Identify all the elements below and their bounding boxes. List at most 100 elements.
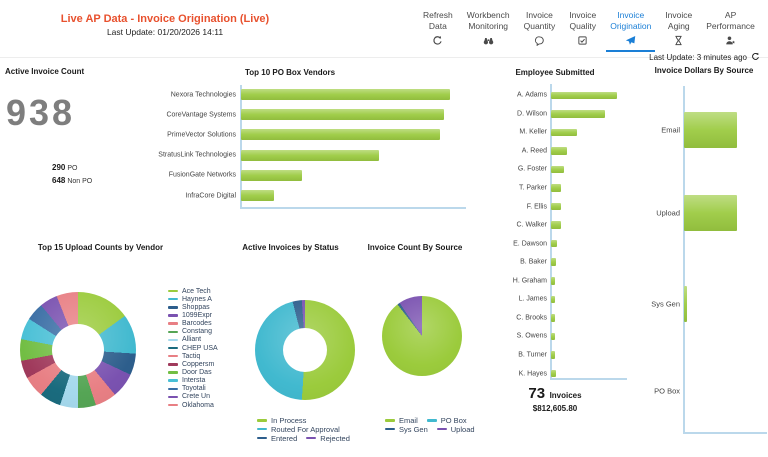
bar[interactable] [551, 202, 561, 211]
tab-bar: Refresh Data Workbench Monitoring Invoice … [416, 10, 762, 53]
chart-row: S. Owens [480, 332, 628, 341]
refresh-icon[interactable] [751, 52, 760, 63]
category-label: PrimeVector Solutions [167, 131, 236, 139]
bar[interactable] [241, 89, 450, 100]
chart-shading [382, 296, 462, 376]
bar[interactable] [551, 258, 556, 266]
status-donut[interactable] [255, 300, 355, 400]
bar[interactable] [551, 239, 557, 248]
category-label: Sys Gen [651, 299, 680, 309]
legend-swatch [168, 371, 178, 374]
refresh-status: Last Update: 3 minutes ago [625, 52, 760, 63]
legend-item: Rejected [306, 434, 350, 443]
category-label: K. Hayes [518, 370, 547, 377]
chart-row: T. Parker [480, 184, 628, 192]
person-icon [706, 35, 755, 47]
legend-item: Email [385, 416, 418, 425]
legend-item: Routed For Approval [257, 425, 340, 434]
legend-label: Toyotali [182, 385, 206, 393]
chart-row: PrimeVector Solutions [120, 129, 466, 141]
category-label: C. Brooks [516, 314, 547, 322]
legend-item: Toyotali [168, 385, 206, 392]
count-by-source-pie[interactable] [382, 296, 462, 376]
tab-refresh-data[interactable]: Refresh Data [416, 10, 460, 52]
tab-invoice-origination[interactable]: Invoice Origination [603, 10, 658, 53]
category-label: E. Dawson [513, 240, 547, 248]
legend-label: 1099Expr [182, 311, 212, 319]
donut-hole [283, 328, 327, 372]
chart-row: B. Turner [480, 351, 628, 359]
bar[interactable] [684, 112, 737, 148]
bar[interactable] [551, 91, 617, 99]
bar[interactable] [241, 109, 444, 121]
bar[interactable] [551, 184, 561, 192]
legend-row: Ace Tech [168, 287, 227, 295]
kpi-breakdown: 290 PO 648 Non PO [52, 162, 92, 187]
legend-row: Coppersm [168, 360, 227, 368]
category-label: InfraCore Digital [185, 192, 236, 199]
top15-donut[interactable] [20, 292, 136, 408]
legend-row: Tactiq [168, 352, 227, 360]
bar[interactable] [241, 169, 302, 181]
bar[interactable] [551, 332, 555, 341]
tab-invoice-quantity[interactable]: Invoice Quantity [517, 10, 563, 52]
chart-row: Upload [600, 195, 768, 231]
bar[interactable] [551, 110, 606, 118]
legend-item: Coppersm [168, 361, 214, 368]
bar[interactable] [551, 277, 555, 285]
bar[interactable] [684, 195, 737, 231]
bar[interactable] [551, 351, 555, 359]
chart-row: C. Brooks [480, 314, 628, 322]
category-label: M. Keller [519, 128, 547, 136]
bar[interactable] [551, 221, 561, 229]
legend-swatch [385, 419, 395, 422]
checkbox-icon [569, 35, 596, 47]
tab-workbench-monitoring[interactable]: Workbench Monitoring [460, 10, 517, 52]
bar[interactable] [241, 129, 440, 141]
legend-label: Rejected [320, 433, 350, 443]
legend-label: Crete Un [182, 393, 211, 401]
legend-item: Oklahoma [168, 402, 214, 409]
category-label: FusionGate Networks [168, 171, 236, 179]
bar[interactable] [241, 149, 379, 161]
bar[interactable] [551, 314, 555, 322]
tab-ap-performance[interactable]: AP Performance [699, 10, 762, 52]
tab-invoice-quality[interactable]: Invoice Quality [562, 10, 603, 52]
employee-count-line: 73 Invoices [500, 385, 610, 403]
binoculars-icon [467, 35, 510, 47]
legend-swatch [168, 289, 178, 293]
category-label: A. Reed [521, 147, 547, 155]
legend-row: Email PO Box [385, 416, 484, 425]
category-label: L. James [518, 295, 547, 303]
legend-row: Sys Gen Upload [385, 425, 484, 434]
legend-row: Haynes A [168, 295, 227, 303]
legend-swatch [436, 427, 447, 431]
legend-label: Oklahoma [182, 401, 214, 409]
bar[interactable] [684, 286, 687, 322]
legend-swatch [168, 338, 178, 342]
legend-label: Coppersm [182, 360, 215, 368]
bar[interactable] [551, 165, 565, 174]
legend-item: Alliant [168, 336, 201, 343]
chart-row: E. Dawson [480, 239, 628, 248]
chart-row: L. James [480, 295, 628, 304]
kpi-title: Active Invoice Count [5, 67, 85, 76]
status-legend: In Process Routed For Approval Entered Reje… [257, 416, 359, 443]
legend-swatch [257, 419, 267, 422]
legend-label: Barcodes [182, 320, 212, 328]
bar[interactable] [551, 128, 577, 137]
bar[interactable] [241, 190, 275, 201]
bar[interactable] [551, 369, 556, 378]
legend-label: Door Das [182, 368, 212, 376]
legend-swatch [168, 330, 178, 334]
bar[interactable] [551, 295, 555, 304]
legend-row: CHEP USA [168, 344, 227, 352]
po-vendors-x-axis [240, 207, 466, 209]
legend-item: Ace Tech [168, 288, 211, 295]
legend-row: Intersta [168, 377, 227, 385]
chart-row: Nexora Technologies [120, 89, 466, 100]
invoice-dollars-chart: Email Upload Sys Gen PO Box [600, 86, 768, 433]
bar[interactable] [551, 147, 567, 155]
tab-invoice-aging[interactable]: Invoice Aging [658, 10, 699, 52]
